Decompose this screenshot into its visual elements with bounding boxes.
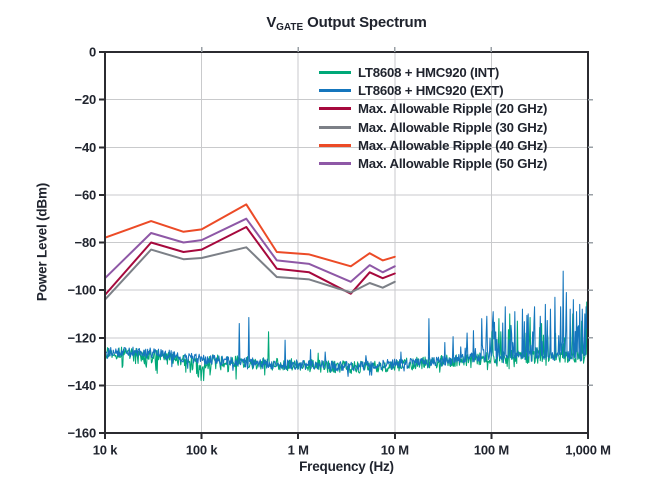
legend: LT8608 + HMC920 (INT) LT8608 + HMC920 (EX… xyxy=(319,63,547,173)
x-axis-label: Frequency (Hz) xyxy=(299,459,394,474)
series-max-allowable-ripple-50-ghz xyxy=(104,217,396,283)
legend-label: Max. Allowable Ripple (20 GHz) xyxy=(358,101,548,117)
plot-frame: 10 k 100 k 1 M 10 M 100 M 1,000 M 0 −20 −40 −60 −8… xyxy=(68,45,611,458)
legend-item-lt8608-hmc920-int: LT8608 + HMC920 (INT) xyxy=(319,63,547,81)
legend-item-max-allowable-ripple-50-ghz: Max. Allowable Ripple (50 GHz) xyxy=(319,154,547,172)
series-lt8608-hmc920-ext xyxy=(104,270,589,377)
legend-label: LT8608 + HMC920 (INT) xyxy=(358,64,500,80)
series-max-allowable-ripple-20-ghz xyxy=(104,226,396,296)
legend-item-max-allowable-ripple-40-ghz: Max. Allowable Ripple (40 GHz) xyxy=(319,136,547,154)
title-subscript: GATE xyxy=(276,22,304,33)
legend-item-max-allowable-ripple-30-ghz: Max. Allowable Ripple (30 GHz) xyxy=(319,118,547,136)
y-tick-label: −40 xyxy=(75,140,96,155)
x-tick-label: 10 M xyxy=(381,443,409,458)
y-tick-label: −20 xyxy=(75,92,96,107)
y-tick-label: −160 xyxy=(68,426,96,441)
title-rest: Output Spectrum xyxy=(303,14,427,31)
legend-swatch xyxy=(319,107,351,111)
legend-swatch xyxy=(319,162,351,166)
y-tick-label: −140 xyxy=(68,378,96,393)
legend-label: Max. Allowable Ripple (40 GHz) xyxy=(358,137,548,153)
legend-swatch xyxy=(319,70,351,74)
legend-label: Max. Allowable Ripple (30 GHz) xyxy=(358,119,548,135)
title-main: V xyxy=(266,14,277,31)
y-tick-label: −100 xyxy=(68,283,96,298)
series-max-allowable-ripple-40-ghz xyxy=(104,203,396,268)
legend-label: LT8608 + HMC920 (EXT) xyxy=(358,82,504,98)
legend-swatch xyxy=(319,143,351,147)
x-tick-label: 100 k xyxy=(186,443,219,458)
y-tick-label: 0 xyxy=(89,45,96,60)
y-axis-label: Power Level (dBm) xyxy=(34,182,50,302)
legend-swatch xyxy=(319,88,351,92)
legend-item-lt8608-hmc920-ext: LT8608 + HMC920 (EXT) xyxy=(319,81,547,99)
legend-label: Max. Allowable Ripple (50 GHz) xyxy=(358,156,548,172)
series-max-allowable-ripple-30-ghz xyxy=(104,246,396,301)
x-tick-label: 1 M xyxy=(288,443,309,458)
x-tick-label: 100 M xyxy=(474,443,509,458)
legend-item-max-allowable-ripple-20-ghz: Max. Allowable Ripple (20 GHz) xyxy=(319,100,547,118)
x-tick-label: 10 k xyxy=(93,443,118,458)
y-tick-label: −120 xyxy=(68,330,96,345)
ripple-curves xyxy=(104,203,396,301)
x-tick-label: 1,000 M xyxy=(565,443,611,458)
chart-title: VGATE Output Spectrum xyxy=(105,14,588,33)
series-lt8608-hmc920-int xyxy=(104,301,589,382)
y-tick-label: −80 xyxy=(75,235,96,250)
y-tick-label: −60 xyxy=(75,187,96,202)
legend-swatch xyxy=(319,125,351,129)
noise-traces xyxy=(104,270,589,382)
